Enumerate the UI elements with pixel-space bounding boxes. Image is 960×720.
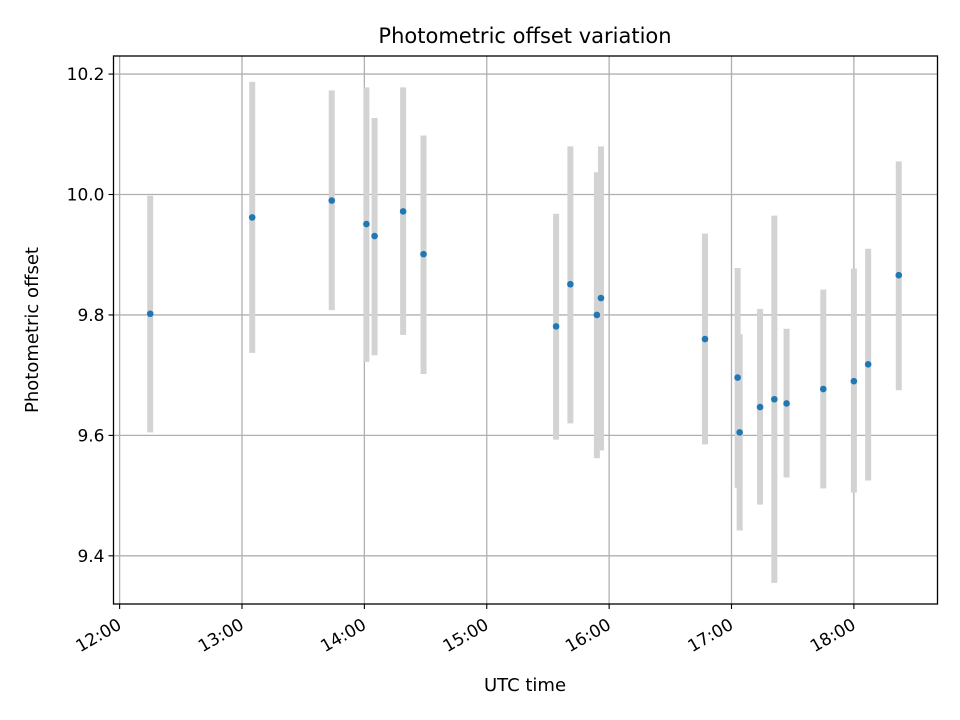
x-axis-label: UTC time [484,675,566,696]
data-point [420,250,427,258]
data-point [597,294,605,302]
data-point [552,323,560,330]
data-point [328,197,336,204]
data-point [895,271,903,279]
data-point [756,403,764,411]
y-axis-label: Photometric offset [22,247,43,413]
chart-title: Photometric offset variation [378,24,671,48]
data-point [864,361,872,368]
data-point [783,400,790,407]
y-tick-label: 10.0 [67,186,105,206]
data-point [736,429,743,436]
y-tick-label: 9.6 [77,426,104,446]
data-point [701,335,709,343]
data-points [146,197,903,436]
y-tick-label: 9.8 [77,306,104,326]
data-point [771,395,778,403]
y-tick-label: 9.4 [77,547,104,567]
data-point [399,208,407,215]
data-point [146,310,154,318]
data-point [371,232,378,240]
data-point [850,377,858,385]
data-point [819,385,827,393]
data-point [567,280,574,288]
data-point [248,214,256,221]
plot-frame [112,55,939,605]
data-point [593,311,601,319]
data-point [734,374,741,381]
data-point [363,220,370,228]
y-tick-label: 10.2 [67,65,105,85]
